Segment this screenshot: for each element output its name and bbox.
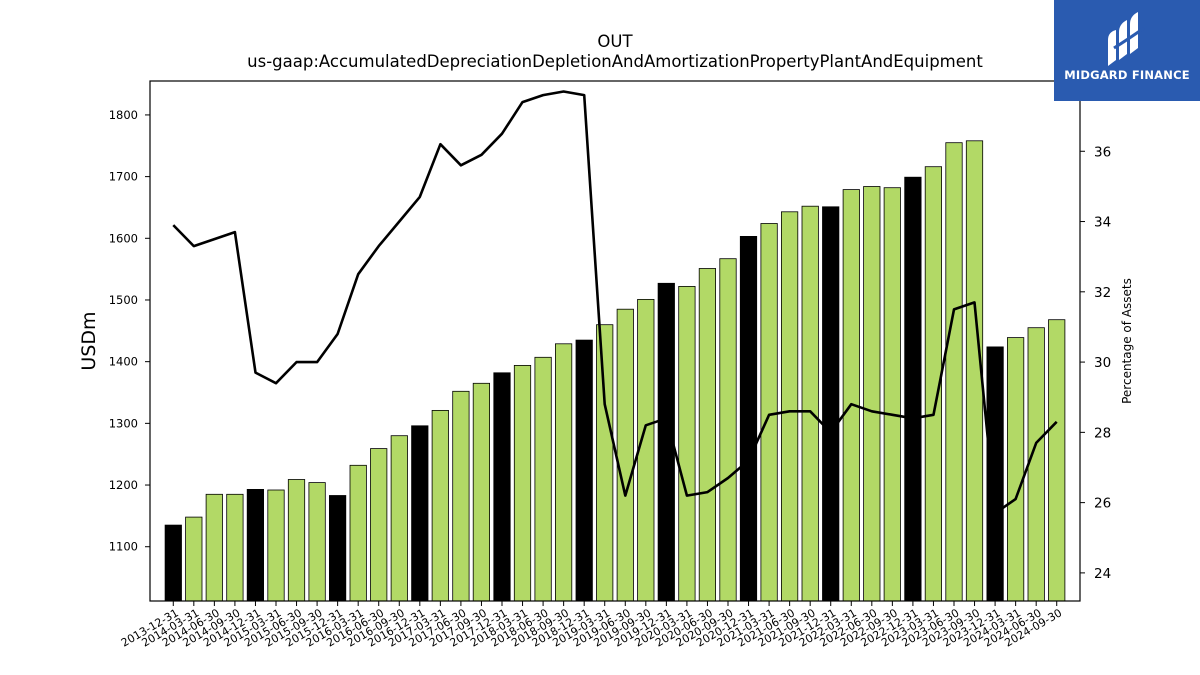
x-axis: 2013-12-312014-03-312014-06-302014-09-30… xyxy=(119,601,1064,650)
left-tick-label: 1500 xyxy=(109,293,138,307)
bar-2015-03-31 xyxy=(267,489,285,602)
bar-2017-06-30 xyxy=(452,390,470,602)
bar-2014-12-31 xyxy=(246,488,264,602)
bar-2015-06-30 xyxy=(287,479,306,602)
right-tick-label: 34 xyxy=(1094,215,1111,231)
bar-2017-12-31 xyxy=(493,372,511,602)
bar-2017-03-31 xyxy=(431,409,449,602)
right-tick-label: 30 xyxy=(1094,355,1111,371)
bar-2018-12-31 xyxy=(575,339,593,602)
left-tick-label: 1200 xyxy=(109,478,138,492)
chart-title: OUT xyxy=(597,32,633,51)
bar-2024-09-30 xyxy=(1048,319,1066,602)
bar-2018-03-31 xyxy=(513,364,532,602)
bar-2017-09-30 xyxy=(472,382,491,602)
right-tick-label: 26 xyxy=(1094,496,1111,512)
bar-2015-09-30 xyxy=(308,482,326,602)
bar-series xyxy=(164,140,1066,602)
left-tick-label: 1600 xyxy=(109,231,138,245)
bar-2024-06-30 xyxy=(1027,327,1045,602)
right-tick-label: 32 xyxy=(1094,285,1111,301)
bar-2021-12-31 xyxy=(822,206,840,602)
bar-2014-06-30 xyxy=(205,493,223,602)
left-tick-label: 1100 xyxy=(109,540,138,554)
bar-2014-09-30 xyxy=(226,493,244,602)
bar-2023-06-30 xyxy=(945,142,963,602)
bar-2022-09-30 xyxy=(883,187,901,602)
bar-2024-03-31 xyxy=(1007,337,1025,602)
bar-2021-06-30 xyxy=(781,211,799,602)
bar-2020-09-30 xyxy=(719,258,737,602)
bar-2023-12-31 xyxy=(986,346,1004,602)
bar-2020-03-31 xyxy=(678,285,696,602)
bar-2021-09-30 xyxy=(801,205,819,602)
bar-2020-12-31 xyxy=(739,235,758,602)
bar-2013-12-31 xyxy=(164,524,182,602)
plot-frame xyxy=(149,80,1081,602)
bar-2018-09-30 xyxy=(555,343,573,602)
percentage-of-assets-line xyxy=(172,90,1058,515)
right-tick-label: 24 xyxy=(1094,566,1111,582)
bar-2022-12-31 xyxy=(904,176,922,602)
bar-2014-03-31 xyxy=(185,516,203,602)
left-tick-label: 1800 xyxy=(109,108,138,122)
percentage-line-series xyxy=(172,90,1058,515)
bar-2022-06-30 xyxy=(863,186,881,602)
bar-2020-06-30 xyxy=(698,268,717,602)
bar-2015-12-31 xyxy=(328,495,347,602)
right-tick-label: 36 xyxy=(1094,144,1111,160)
y2-axis-label: Percentage of Assets xyxy=(1120,278,1134,404)
right-y-axis: 24 26 28 30 32 34 36 xyxy=(1080,144,1111,582)
bar-2018-06-30 xyxy=(534,356,552,602)
logo-text: MIDGARD FINANCE xyxy=(1064,68,1190,82)
bar-2016-03-31 xyxy=(349,464,367,602)
left-tick-label: 1700 xyxy=(109,170,138,184)
bar-2019-09-30 xyxy=(637,298,655,602)
left-tick-label: 1400 xyxy=(109,355,138,369)
bar-2019-03-31 xyxy=(596,324,614,602)
y-axis-label: USDm xyxy=(78,311,100,370)
right-tick-label: 28 xyxy=(1094,425,1111,441)
bar-2016-12-31 xyxy=(411,425,429,602)
bar-2022-03-31 xyxy=(842,189,860,602)
bar-2019-06-30 xyxy=(616,308,634,602)
midgard-logo-icon xyxy=(1108,12,1145,66)
chart-subtitle: us-gaap:AccumulatedDepreciationDepletion… xyxy=(247,52,983,71)
bar-2016-06-30 xyxy=(370,448,388,602)
midgard-finance-logo: MIDGARD FINANCE xyxy=(1054,0,1200,101)
bar-2021-03-31 xyxy=(760,223,778,602)
left-y-axis: 1100 1200 1300 1400 1500 1600 1700 1800 xyxy=(109,108,150,554)
left-tick-label: 1300 xyxy=(109,416,138,430)
bar-2016-09-30 xyxy=(390,435,408,602)
